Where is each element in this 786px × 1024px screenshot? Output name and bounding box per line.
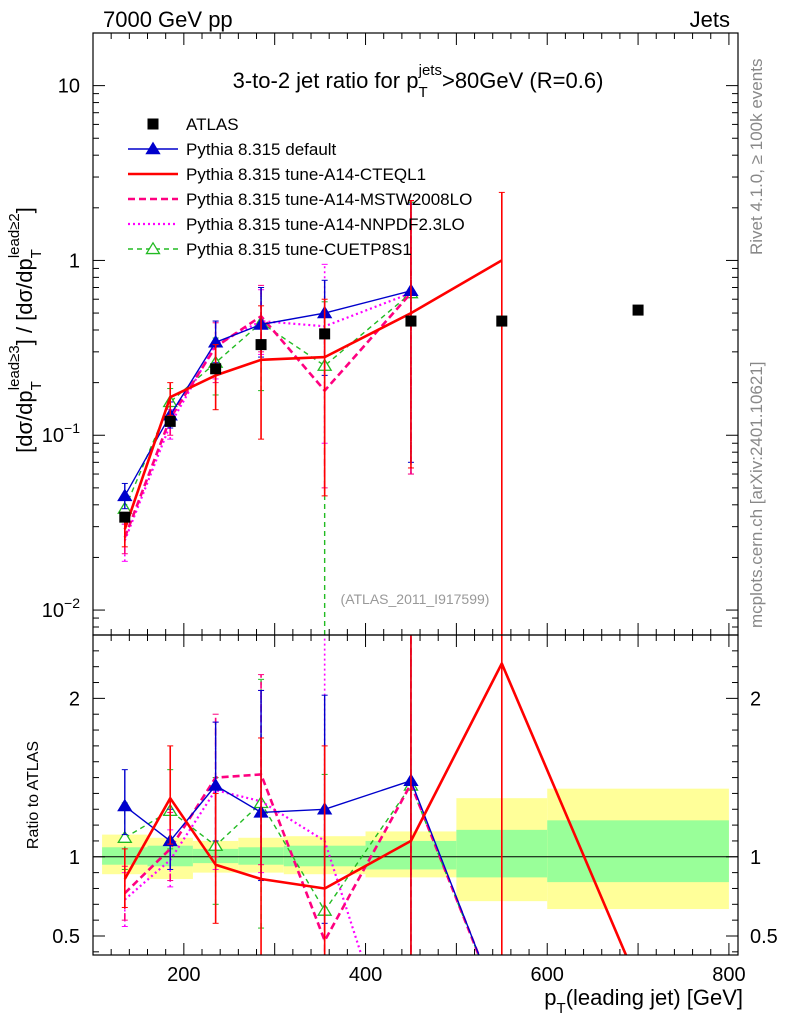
main-panel-series bbox=[117, 191, 644, 635]
axes: 200 400 600 800 10−2 10−1 1 10 0.5 0.5 1 1 2 2 bbox=[42, 32, 778, 986]
ratio-y-tick-label-right: 1 bbox=[750, 847, 761, 869]
ratio-frame bbox=[92, 634, 739, 956]
ratio-y-axis-label: Ratio to ATLAS bbox=[25, 741, 42, 849]
x-tick-label: 400 bbox=[349, 964, 382, 986]
ratio-y-tick-label: 0.5 bbox=[52, 926, 80, 948]
ratio-band-stat bbox=[547, 820, 729, 883]
ratio-y-tick-label: 2 bbox=[69, 688, 80, 710]
ratio-point-default bbox=[117, 798, 133, 812]
legend-label-cteql1: Pythia 8.315 tune-A14-CTEQL1 bbox=[186, 165, 426, 184]
main-line-mstw2008lo bbox=[123, 292, 412, 538]
analysis-watermark: (ATLAS_2011_I917599) bbox=[341, 591, 490, 607]
ratio-point-default bbox=[495, 1007, 508, 1018]
legend-label-mstw2008lo: Pythia 8.315 tune-A14-MSTW2008LO bbox=[186, 190, 472, 209]
y-tick-label: 10−1 bbox=[42, 420, 80, 447]
legend: ATLAS Pythia 8.315 default Pythia 8.315 tu… bbox=[128, 115, 472, 259]
energy-label: 7000 GeV pp bbox=[103, 7, 233, 32]
legend-label-nnpdf23lo: Pythia 8.315 tune-A14-NNPDF2.3LO bbox=[186, 215, 465, 234]
main-point-atlas bbox=[496, 315, 508, 327]
legend-marker-atlas bbox=[147, 118, 159, 130]
main-point-atlas bbox=[210, 363, 222, 375]
main-line-nnpdf23lo bbox=[123, 292, 412, 541]
ratio-line-cteql1 bbox=[123, 662, 628, 955]
main-y-axis-label: [dσ/dpTlead≥3] / [dσ/dpTlead≥2] bbox=[6, 207, 45, 453]
main-line-cteql1 bbox=[123, 259, 503, 530]
category-label: Jets bbox=[690, 7, 730, 32]
chart-title: 3-to-2 jet ratio for pTjets>80GeV (R=0.6… bbox=[233, 62, 604, 101]
legend-label-cuetp8s1: Pythia 8.315 tune-CUETP8S1 bbox=[186, 240, 412, 259]
x-tick-label: 800 bbox=[712, 964, 745, 986]
legend-label-atlas: ATLAS bbox=[186, 115, 239, 134]
main-point-atlas bbox=[119, 511, 131, 523]
x-tick-label: 600 bbox=[531, 964, 564, 986]
legend-label-default: Pythia 8.315 default bbox=[186, 140, 337, 159]
main-point-atlas bbox=[255, 339, 267, 351]
ratio-y-tick-label-right: 2 bbox=[750, 688, 761, 710]
ratio-point-cuetp8s1 bbox=[117, 830, 133, 843]
main-line-default bbox=[124, 290, 412, 497]
y-tick-label: 10−2 bbox=[42, 595, 80, 622]
main-point-atlas bbox=[319, 328, 331, 340]
ratio-line-nnpdf23lo bbox=[124, 789, 363, 955]
ratio-point-cuetp8s1 bbox=[495, 1007, 508, 1018]
x-axis-label: pT(leading jet) [GeV] bbox=[544, 985, 743, 1017]
y-tick-label: 1 bbox=[69, 250, 80, 272]
main-point-atlas bbox=[632, 304, 644, 316]
ratio-y-tick-label-right: 0.5 bbox=[750, 926, 778, 948]
legend-marker-cuetp8s1 bbox=[145, 241, 161, 255]
ratio-point-default bbox=[207, 778, 224, 791]
legend-marker-default bbox=[145, 141, 161, 155]
main-point-atlas bbox=[164, 415, 176, 427]
y-tick-label: 10 bbox=[58, 76, 80, 98]
main-point-atlas bbox=[405, 315, 417, 327]
ratio-panel-series bbox=[117, 635, 628, 1018]
ratio-y-tick-label: 1 bbox=[69, 847, 80, 869]
side-label-bottom: mcplots.cern.ch [arXiv:2401.10621] bbox=[747, 362, 766, 628]
main-point-default bbox=[117, 488, 133, 502]
ratio-uncertainty-bands bbox=[93, 788, 738, 910]
x-tick-label: 200 bbox=[167, 964, 200, 986]
side-label-top: Rivet 4.1.0, ≥ 100k events bbox=[747, 59, 766, 255]
